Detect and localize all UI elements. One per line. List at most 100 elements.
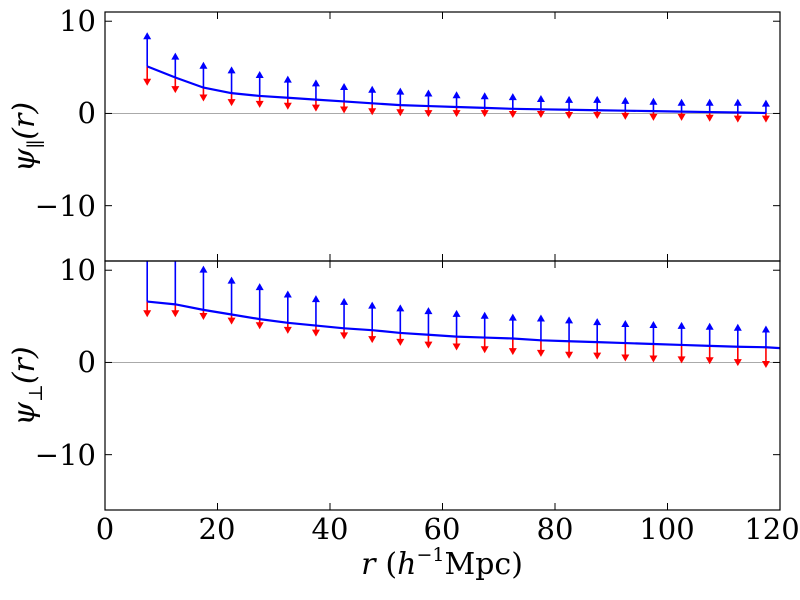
- bottom-lower-arrow-head: [143, 310, 152, 318]
- bottom-ytick-label: −10: [35, 438, 96, 472]
- xtick-label: 20: [199, 512, 236, 546]
- bottom-upper-arrow-head: [396, 304, 405, 312]
- bottom-upper-arrow-head: [508, 313, 517, 321]
- top-upper-arrow-head: [368, 85, 377, 93]
- top-upper-arrow-head: [143, 32, 152, 40]
- bottom-lower-arrow-head: [340, 332, 349, 340]
- bottom-panel-ticks: [104, 261, 781, 510]
- bottom-lower-arrow-head: [424, 341, 433, 349]
- top-upper-arrow-head: [508, 93, 517, 101]
- bottom-lower-arrow-head: [255, 322, 264, 330]
- top-lower-arrow-head: [508, 111, 517, 119]
- bottom-upper-arrow-head: [677, 321, 686, 329]
- top-lower-arrow-head: [565, 111, 574, 119]
- top-ylabel-arg: (r): [7, 102, 42, 140]
- bottom-upper-arrow-head: [199, 265, 208, 273]
- top-lower-arrow-head: [283, 102, 292, 110]
- bottom-upper-arrow-head: [649, 320, 658, 328]
- bottom-panel-marks: [105, 261, 780, 368]
- bottom-lower-arrow-head: [705, 357, 714, 365]
- top-ytick-label: 0: [78, 96, 96, 130]
- top-upper-arrow-head: [396, 87, 405, 95]
- top-lower-arrow-head: [677, 113, 686, 121]
- bottom-ylabel-arg: (r): [7, 346, 42, 384]
- top-upper-arrow-head: [255, 71, 264, 79]
- top-upper-arrow-head: [536, 95, 545, 102]
- xlabel-unit: Mpc): [444, 547, 522, 582]
- top-lower-arrow-head: [480, 110, 489, 118]
- top-upper-arrow-head: [733, 98, 742, 106]
- bottom-lower-arrow-head: [733, 359, 742, 367]
- top-lower-arrow-head: [649, 113, 658, 121]
- xtick-label: 40: [312, 512, 349, 546]
- top-ylabel-subscript: ∥: [25, 140, 47, 149]
- bottom-ylabel-symbol: ψ: [7, 402, 42, 426]
- xlabel-exponent: −1: [416, 544, 444, 566]
- bottom-lower-arrow-head: [396, 338, 405, 346]
- top-lower-arrow-head: [143, 78, 152, 86]
- xlabel: r (h−1Mpc): [361, 544, 523, 582]
- top-lower-arrow-head: [733, 115, 742, 123]
- top-upper-arrow-head: [311, 79, 320, 87]
- top-upper-arrow-head: [705, 98, 714, 106]
- top-lower-arrow-head: [311, 104, 320, 112]
- bottom-lower-arrow-head: [199, 313, 208, 321]
- bottom-upper-arrow-head: [480, 311, 489, 319]
- bottom-lower-arrow-head: [621, 354, 630, 362]
- top-upper-arrow-head: [424, 89, 433, 97]
- top-lower-arrow-head: [199, 94, 208, 102]
- top-lower-arrow-head: [396, 109, 405, 117]
- top-lower-arrow-head: [227, 99, 236, 107]
- top-ylabel: ψ∥(r): [7, 102, 47, 172]
- bottom-lower-arrow-head: [565, 351, 574, 359]
- top-panel-frame: [104, 11, 781, 262]
- top-lower-arrow-head: [593, 111, 602, 119]
- bottom-upper-arrow-head: [733, 323, 742, 331]
- bottom-lower-arrow-head: [593, 352, 602, 360]
- top-lower-arrow-head: [340, 106, 349, 114]
- top-lower-arrow-head: [368, 108, 377, 116]
- bottom-lower-arrow-head: [508, 348, 517, 356]
- bottom-upper-arrow-head: [593, 318, 602, 326]
- bottom-upper-arrow-head: [705, 322, 714, 330]
- bottom-lower-arrow-head: [761, 360, 770, 368]
- bottom-upper-arrow-head: [621, 320, 630, 328]
- top-upper-arrow-head: [761, 99, 770, 107]
- top-upper-arrow-head: [677, 98, 686, 106]
- bottom-upper-arrow-head: [340, 297, 349, 305]
- xtick-label: 60: [424, 512, 461, 546]
- top-lower-arrow-head: [171, 86, 180, 94]
- bottom-upper-arrow-head: [565, 316, 574, 324]
- top-lower-arrow-head: [452, 110, 461, 118]
- xtick-label: 120: [744, 512, 799, 546]
- bottom-lower-arrow-head: [283, 326, 292, 334]
- bottom-upper-arrow-head: [227, 276, 236, 284]
- top-lower-arrow-head: [761, 115, 770, 123]
- top-ytick-label: −10: [35, 189, 96, 223]
- bottom-upper-arrow-head: [452, 309, 461, 317]
- bottom-ytick-label: 0: [78, 345, 96, 379]
- top-upper-arrow-head: [480, 92, 489, 100]
- xlabel-open: (: [385, 547, 397, 582]
- bottom-upper-arrow-head: [368, 301, 377, 309]
- bottom-lower-arrow-head: [649, 355, 658, 363]
- top-upper-arrow-head: [171, 52, 180, 60]
- xtick-label: 0: [96, 512, 114, 546]
- bottom-panel-frame: [104, 260, 781, 511]
- xtick-label: 80: [537, 512, 574, 546]
- top-lower-arrow-head: [621, 112, 630, 120]
- top-lower-arrow-head: [536, 111, 545, 119]
- bottom-upper-arrow-head: [424, 307, 433, 315]
- top-series-line: [146, 65, 766, 115]
- top-upper-arrow-head: [649, 97, 658, 105]
- top-panel-ticks: [104, 12, 781, 261]
- bottom-lower-arrow-head: [311, 329, 320, 337]
- top-upper-arrow-head: [199, 61, 208, 69]
- bottom-series-line: [147, 300, 780, 350]
- top-upper-arrow-head: [452, 91, 461, 99]
- top-upper-arrow-head: [621, 96, 630, 104]
- bottom-ylabel-subscript: ⊥: [25, 384, 47, 402]
- bottom-upper-arrow-head: [311, 295, 320, 303]
- bottom-upper-arrow-head: [761, 325, 770, 333]
